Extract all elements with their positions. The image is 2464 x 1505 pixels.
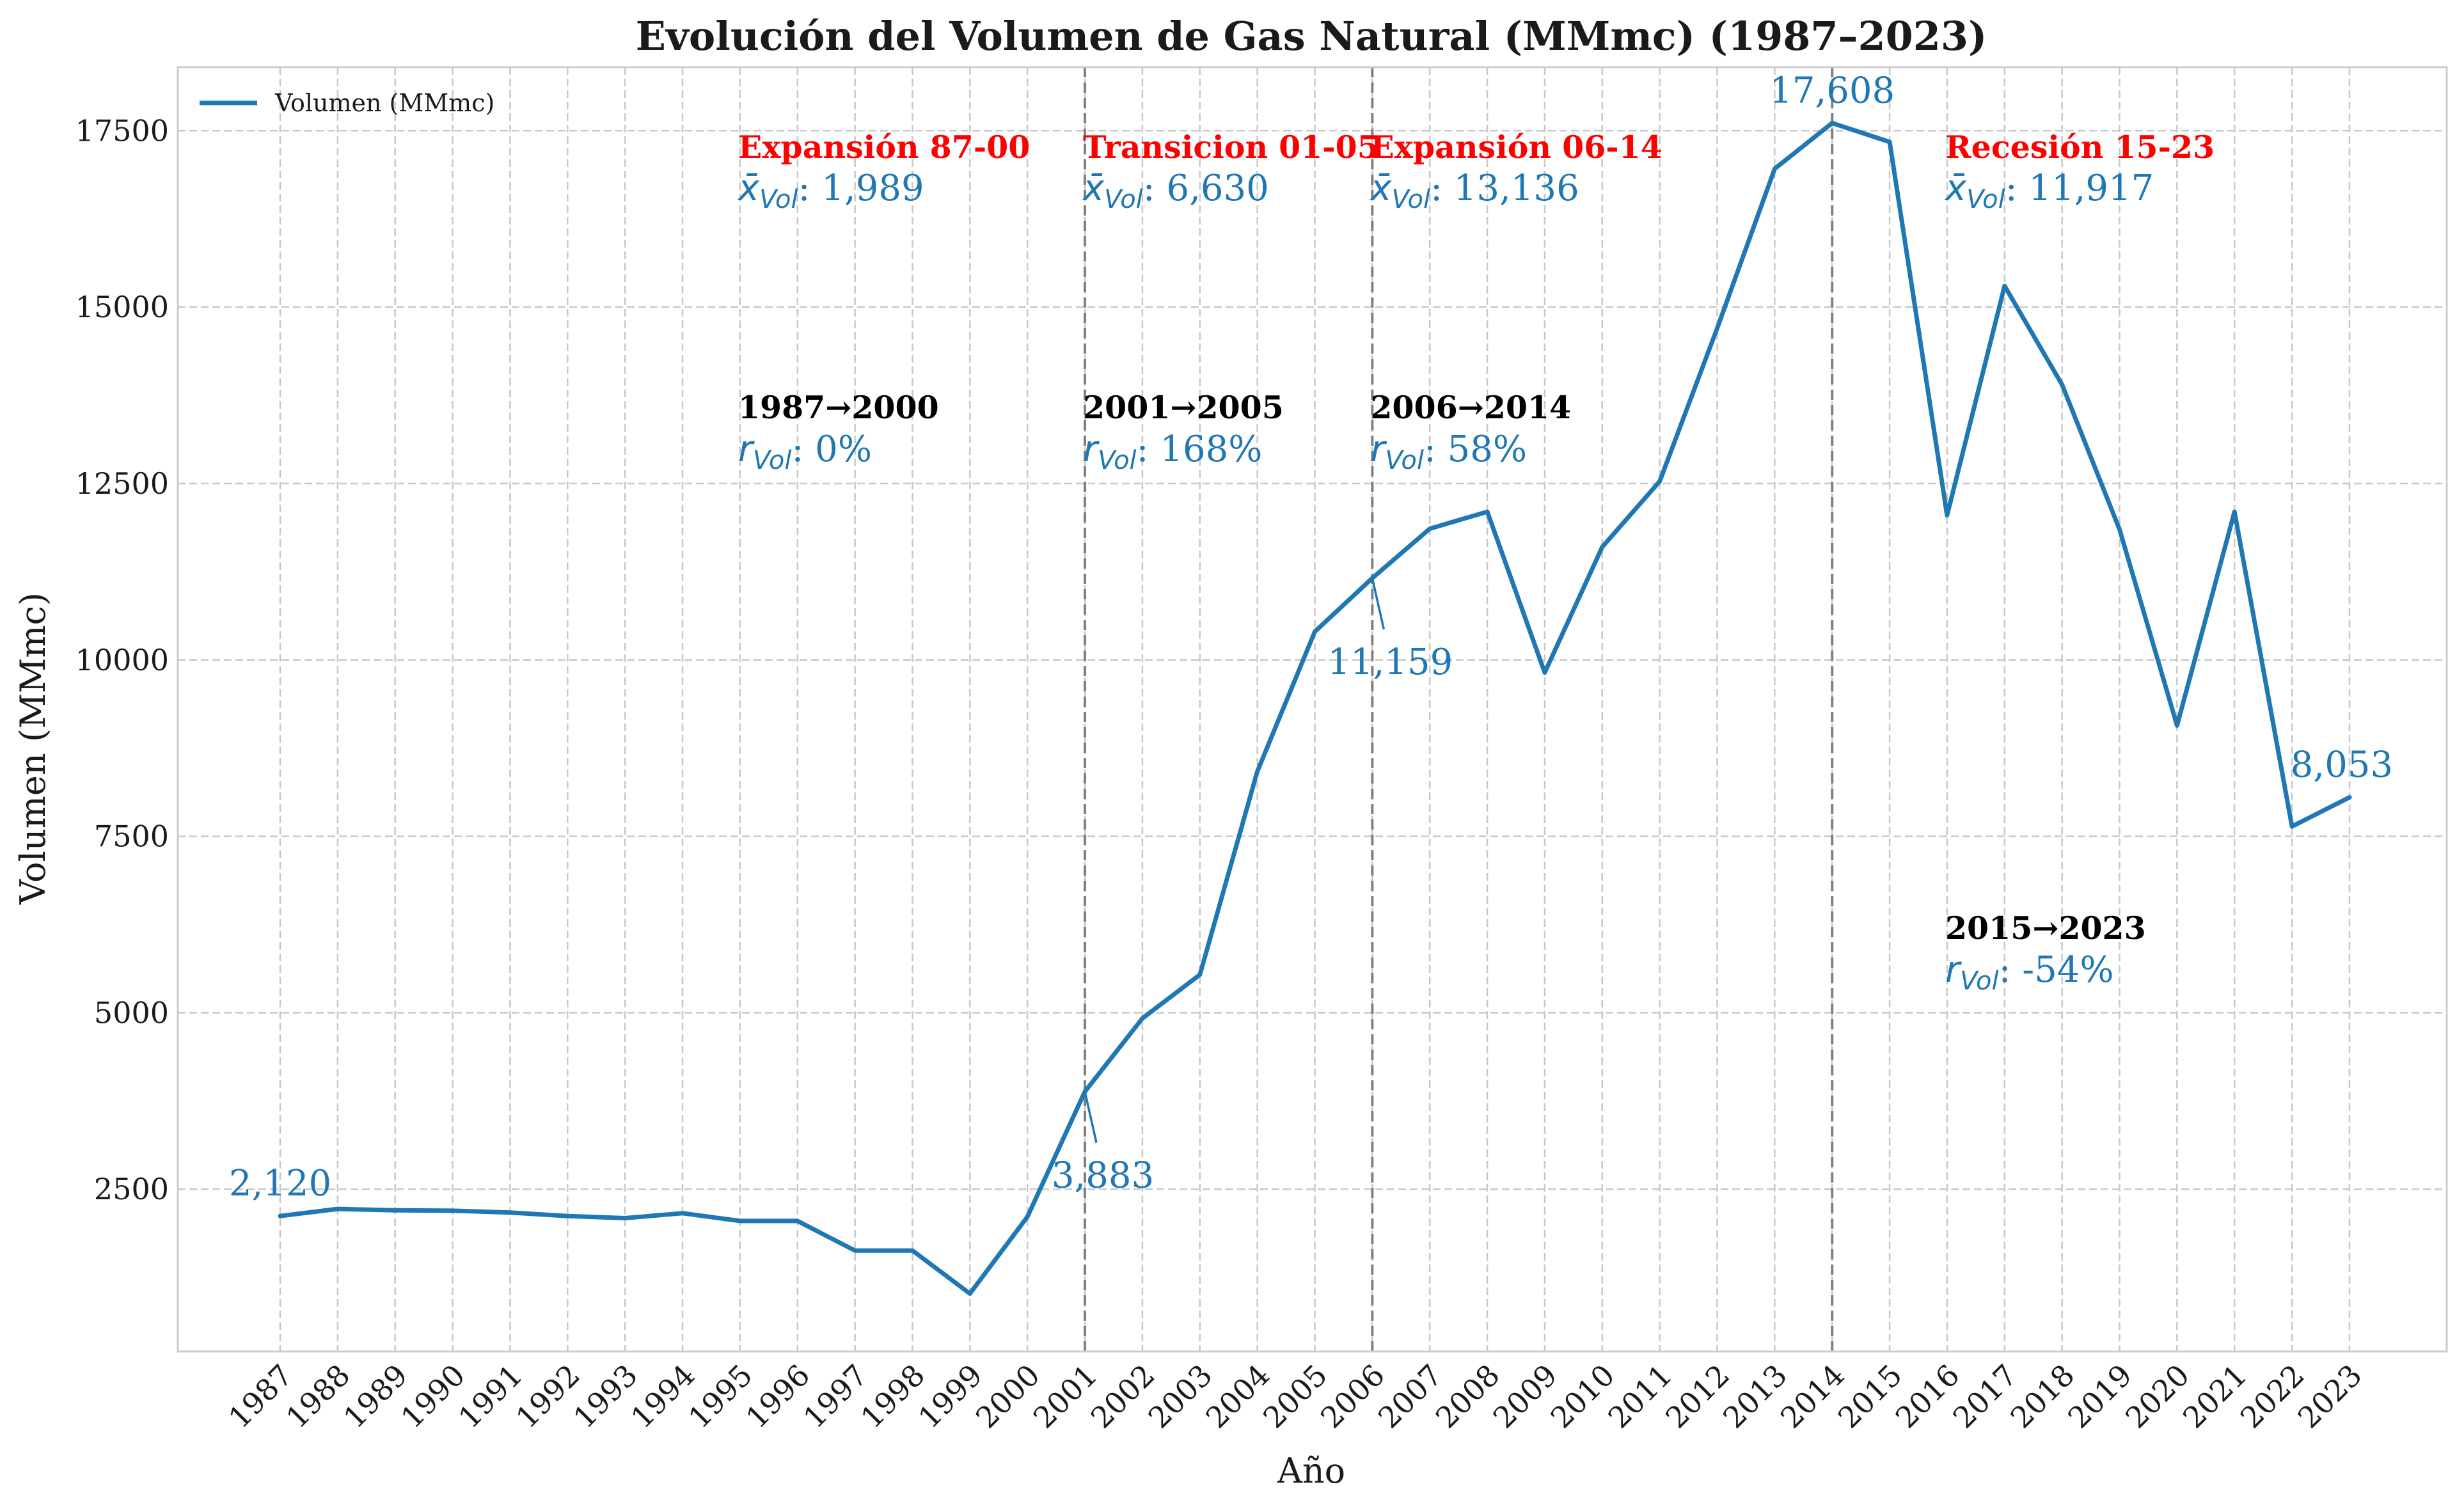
period-range-label: 1987→2000 (738, 389, 939, 426)
point-label-arrow (1084, 1091, 1098, 1144)
period-mean-label: x̄Vol: 6,630 (1082, 168, 1269, 214)
y-tick-label: 10000 (75, 643, 169, 677)
period-name-label: Transicion 01-05 (1083, 129, 1379, 166)
period-rate-label: rVol: 58% (1370, 429, 1527, 475)
point-value-label: 17,608 (1769, 70, 1895, 111)
period-rate-label: rVol: 0% (738, 429, 872, 475)
period-range-label: 2001→2005 (1083, 389, 1284, 426)
point-label-arrow (1371, 578, 1386, 630)
point-value-label: 3,883 (1052, 1155, 1154, 1197)
plot-frame (177, 66, 2448, 1353)
period-mean-label: x̄Vol: 11,917 (1944, 168, 2154, 214)
period-mean-label: x̄Vol: 1,989 (737, 168, 924, 214)
y-tick-label: 17500 (75, 113, 169, 148)
chart-title: Evolución del Volumen de Gas Natural (MM… (636, 13, 1987, 59)
point-value-label: 8,053 (2291, 745, 2393, 786)
period-range-label: 2015→2023 (1945, 910, 2146, 947)
period-name-label: Recesión 15-23 (1945, 129, 2215, 166)
y-tick-label: 7500 (94, 819, 169, 854)
y-tick-label: 12500 (75, 466, 169, 501)
point-value-label: 11,159 (1327, 642, 1453, 683)
y-axis-label: Volumen (MMmc) (13, 592, 53, 905)
period-name-label: Expansión 06-14 (1370, 129, 1662, 166)
legend-label: Volumen (MMmc) (274, 89, 494, 117)
y-tick-label: 5000 (94, 995, 169, 1030)
period-rate-label: rVol: -54% (1945, 949, 2114, 996)
period-name-label: Expansión 87-00 (738, 129, 1030, 166)
period-rate-label: rVol: 168% (1083, 429, 1262, 475)
period-range-label: 2006→2014 (1370, 389, 1571, 426)
x-axis-label: Año (1277, 1451, 1345, 1491)
y-tick-label: 2500 (94, 1172, 169, 1206)
period-mean-label: x̄Vol: 13,136 (1369, 168, 1579, 214)
point-value-label: 2,120 (229, 1163, 331, 1204)
series-line (278, 120, 2352, 1296)
y-tick-label: 15000 (75, 290, 169, 324)
